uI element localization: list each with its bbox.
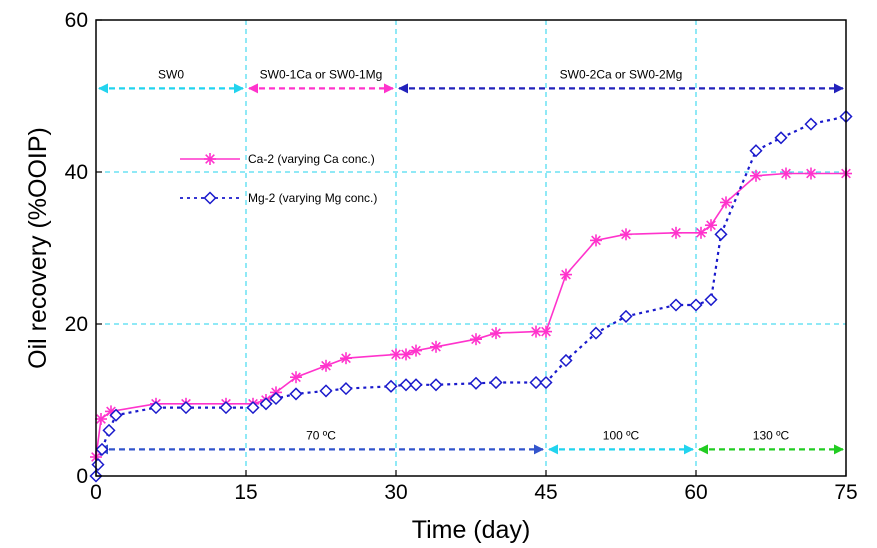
y-tick-label: 60: [65, 9, 88, 32]
point-ca: [95, 413, 107, 425]
legend-label-ca: Ca-2 (varying Ca conc.): [248, 152, 375, 166]
legend-label-mg: Mg-2 (varying Mg conc.): [248, 191, 377, 205]
point-ca: [490, 327, 502, 340]
point-mg: [749, 144, 763, 158]
annotation-label: SW0-1Ca or SW0-1Mg: [260, 67, 383, 81]
x-tick-label: 45: [534, 481, 557, 504]
point-mg: [109, 408, 123, 422]
point-mg: [804, 117, 818, 131]
annotation-label: 130 ºC: [753, 428, 790, 442]
point-mg: [95, 442, 109, 456]
y-axis-title: Oil recovery (%OOIP): [24, 127, 52, 369]
point-ca: [320, 359, 332, 372]
x-axis: 0 15 30 45 60 75: [90, 470, 858, 504]
grid-lines: [96, 20, 846, 476]
point-mg: [704, 293, 718, 307]
x-tick-label: 60: [684, 481, 707, 504]
point-ca: [705, 219, 717, 232]
legend: Ca-2 (varying Ca conc.) Mg-2 (varying Mg…: [180, 152, 377, 205]
point-mg: [289, 387, 303, 401]
series-line-ca: [95, 172, 846, 458]
point-ca: [400, 348, 412, 361]
point-mg: [384, 379, 398, 393]
annotation-label: 70 ºC: [306, 428, 336, 442]
point-ca: [620, 228, 632, 241]
point-mg: [774, 131, 788, 145]
point-mg: [714, 227, 728, 241]
x-tick-label: 15: [234, 481, 257, 504]
x-tick-label: 30: [384, 481, 407, 504]
point-mg: [489, 375, 503, 390]
annotation-label: SW0: [158, 67, 184, 81]
point-mg: [589, 326, 603, 340]
point-ca: [695, 226, 707, 239]
plot-frame: [95, 19, 847, 477]
point-mg: [529, 375, 543, 390]
point-mg: [246, 401, 260, 415]
point-mg: [669, 298, 683, 312]
point-mg: [409, 378, 423, 392]
point-ca: [805, 167, 817, 180]
point-ca: [670, 226, 682, 239]
point-ca: [540, 325, 552, 338]
point-ca: [720, 196, 732, 209]
point-mg: [619, 309, 633, 323]
point-ca: [560, 268, 572, 281]
point-ca: [410, 344, 422, 357]
legend-marker-ca: [204, 153, 216, 165]
point-mg: [269, 391, 283, 406]
y-tick-label: 20: [65, 313, 88, 336]
legend-diamond: [203, 191, 217, 205]
y-axis: 0 20 40 60: [65, 9, 102, 488]
point-mg: [91, 458, 105, 472]
point-ca: [340, 352, 352, 365]
point-mg: [219, 401, 233, 415]
point-mg: [179, 401, 193, 415]
series-line-mg: [94, 115, 847, 477]
point-mg: [689, 298, 703, 312]
legend-asterisk: [204, 153, 216, 165]
point-mg: [429, 378, 443, 392]
x-axis-title: Time (day): [412, 516, 531, 544]
point-mg: [399, 378, 413, 392]
y-tick-label: 0: [76, 465, 88, 488]
point-ca: [780, 167, 792, 180]
point-mg: [319, 384, 333, 398]
point-mg: [469, 376, 483, 390]
point-mg: [149, 401, 163, 415]
annotation-label: 100 ºC: [603, 428, 640, 442]
annotation-arrows: SW0 SW0-1Ca or SW0-1Mg SW0-2Ca or SW0-2Mg 7…: [98, 67, 844, 455]
series-layer: [89, 109, 853, 483]
point-mg: [102, 423, 116, 437]
point-ca: [430, 340, 442, 353]
annotation-label: SW0-2Ca or SW0-2Mg: [560, 67, 683, 81]
point-ca: [750, 169, 762, 182]
x-tick-label: 75: [834, 481, 857, 504]
legend-marker-mg: [203, 191, 217, 205]
y-tick-label: 40: [65, 161, 88, 184]
point-ca: [590, 234, 602, 247]
point-ca: [290, 371, 302, 384]
point-ca: [470, 333, 482, 346]
point-mg: [339, 382, 353, 396]
point-mg: [539, 375, 553, 390]
point-mg: [259, 397, 273, 411]
point-mg: [559, 353, 573, 368]
x-tick-label: 0: [90, 481, 102, 504]
